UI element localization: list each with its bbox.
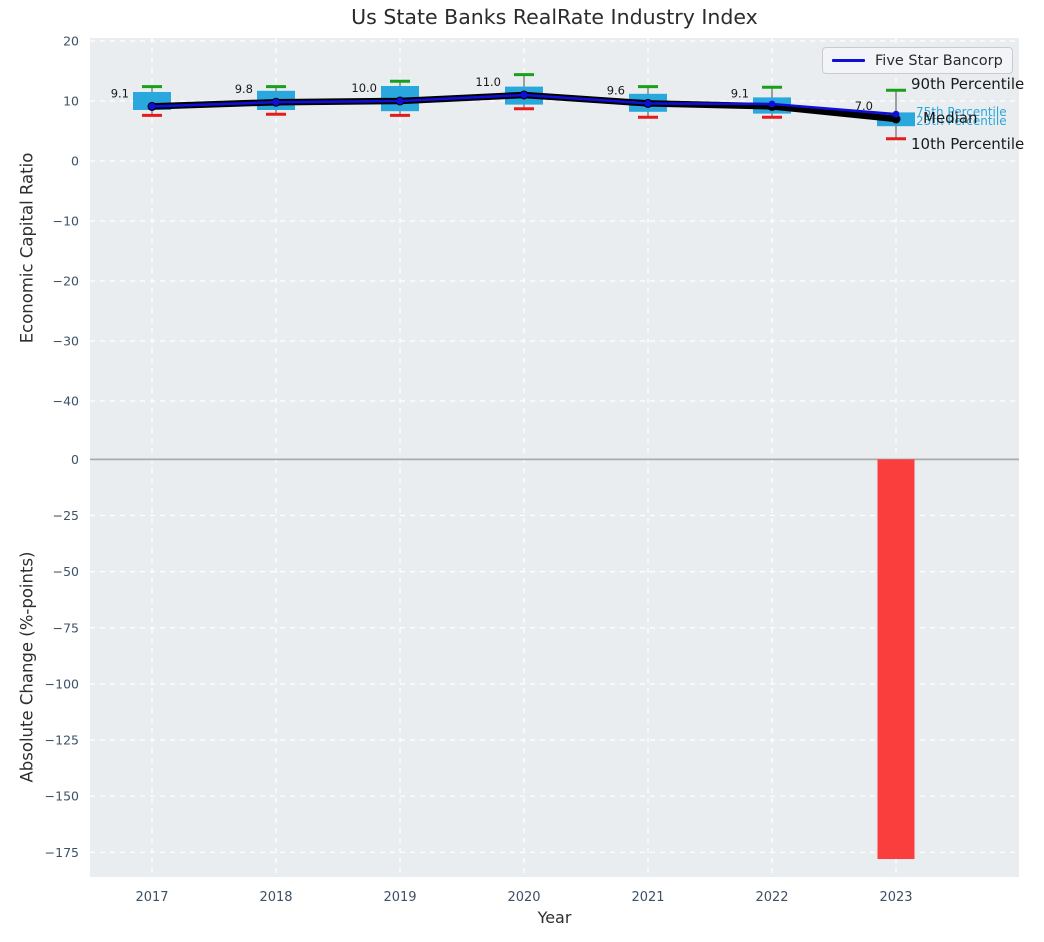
xtick-2018: 2018 xyxy=(259,890,292,905)
company-point-2017 xyxy=(148,103,156,110)
annotation-25th-percentile: 25th Percentile xyxy=(916,113,1007,128)
company-point-2020 xyxy=(520,91,528,99)
xtick-2020: 2020 xyxy=(507,890,540,905)
ytick-top-−10: −10 xyxy=(53,214,79,229)
ytick-top-0: 0 xyxy=(71,154,79,169)
company-point-2021 xyxy=(644,100,652,107)
median-point-2023 xyxy=(891,114,901,124)
median-label-2023: 7.0 xyxy=(855,99,873,113)
xlabel-year: Year xyxy=(537,908,572,927)
ytick-bottom-−25: −25 xyxy=(53,508,79,523)
annotation-90th-percentile: 90th Percentile xyxy=(911,74,1025,93)
xtick-2017: 2017 xyxy=(135,890,168,905)
annotation-median: Median xyxy=(923,108,978,127)
median-label-2019: 10.0 xyxy=(351,81,377,95)
median-label-2021: 9.6 xyxy=(607,83,625,97)
bar-2023 xyxy=(877,459,915,860)
company-point-2019 xyxy=(396,97,404,105)
legend-label: Five Star Bancorp xyxy=(875,52,1003,69)
median-label-2018: 9.8 xyxy=(235,82,253,96)
median-label-2020: 11.0 xyxy=(475,75,501,89)
legend: Five Star Bancorp xyxy=(822,47,1013,74)
ytick-top-−40: −40 xyxy=(53,394,79,409)
ytick-top-−30: −30 xyxy=(53,334,79,349)
ytick-bottom-−75: −75 xyxy=(53,620,79,635)
line-swatch-icon xyxy=(832,59,865,62)
company-point-2023 xyxy=(892,110,900,118)
annotation-10th-percentile: 10th Percentile xyxy=(911,134,1025,153)
ytick-bottom-−150: −150 xyxy=(45,789,79,804)
xtick-2023: 2023 xyxy=(879,890,912,905)
ytick-bottom-−175: −175 xyxy=(45,845,79,860)
xtick-2019: 2019 xyxy=(383,890,416,905)
ytick-top-10: 10 xyxy=(63,94,79,109)
xtick-2021: 2021 xyxy=(631,890,664,905)
annotation-75th-percentile: 75th Percentile xyxy=(916,104,1007,119)
ytick-bottom-0: 0 xyxy=(71,452,79,467)
company-point-2022 xyxy=(768,100,776,108)
ytick-top-20: 20 xyxy=(63,34,79,49)
ytick-bottom-−100: −100 xyxy=(45,676,79,691)
ytick-bottom-−125: −125 xyxy=(45,733,79,748)
plot-background xyxy=(90,38,1019,877)
company-point-2018 xyxy=(272,98,280,106)
ylabel-economic-capital-ratio: Economic Capital Ratio xyxy=(17,152,37,344)
ytick-bottom-−50: −50 xyxy=(53,564,79,579)
median-label-2022: 9.1 xyxy=(731,86,749,100)
xtick-2022: 2022 xyxy=(755,890,788,905)
ytick-top-−20: −20 xyxy=(53,274,79,289)
median-label-2017: 9.1 xyxy=(111,86,129,100)
ylabel-absolute-change: Absolute Change (%-points) xyxy=(17,551,37,783)
chart-title: Us State Banks RealRate Industry Index xyxy=(351,5,758,29)
